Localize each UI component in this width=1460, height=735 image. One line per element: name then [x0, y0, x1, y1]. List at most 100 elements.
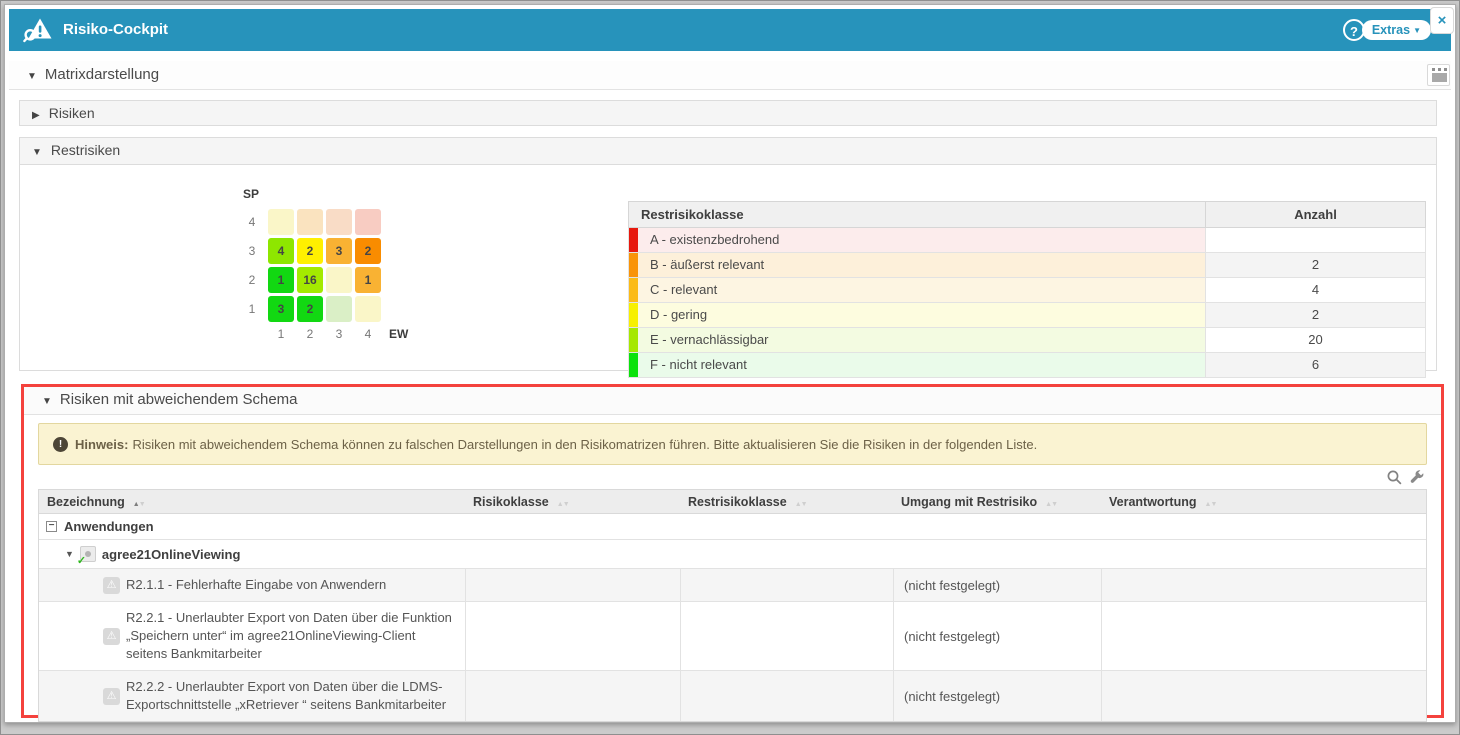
table-row[interactable]: ⚠ R2.2.2 - Unerlaubter Export von Daten ü… [39, 671, 1426, 721]
schema-table-header: Bezeichnung ▲▼ Risikoklasse ▲▼ Restrisikokla… [39, 490, 1426, 514]
page-title: Risiko-Cockpit [63, 21, 169, 38]
table-row[interactable]: ⚠ R2.2.1 - Unerlaubter Export von Daten ü… [39, 602, 1426, 671]
matrix-col-labels-row: 1 2 3 4 EW [241, 327, 409, 341]
matrix-cell: 2 [297, 238, 323, 264]
column-header-label: Risikoklasse [473, 494, 549, 509]
panel-icon [1432, 68, 1447, 71]
column-header-verantwortung[interactable]: Verantwortung ▲▼ [1101, 495, 1426, 509]
sort-desc-icon[interactable]: ▼ [800, 500, 808, 508]
matrix-cell [355, 296, 381, 322]
klassen-row[interactable]: C - relevant 4 [628, 278, 1426, 303]
sort-asc-icon[interactable]: ▲ [132, 500, 140, 508]
klassen-row[interactable]: B - äußerst relevant 2 [628, 253, 1426, 278]
verantwortung-cell [1101, 569, 1426, 601]
risk-name-cell: ⚠ R2.1.1 - Fehlerhafte Eingabe von Anwend… [39, 569, 465, 601]
restrisikoklasse-cell [680, 602, 893, 670]
matrix-col-label: 3 [335, 327, 343, 341]
section-title: Risiken [48, 105, 95, 121]
column-header-bezeichnung[interactable]: Bezeichnung ▲▼ [39, 495, 465, 509]
risiko-cockpit-window: Risiko-Cockpit ? Extras ▼ × ▼ Matrixdarste… [4, 4, 1456, 723]
sort-desc-icon[interactable]: ▼ [1210, 500, 1217, 508]
close-button[interactable]: × [1430, 7, 1454, 34]
panel-view-button[interactable] [1427, 64, 1450, 86]
section-title: Risiken mit abweichendem Schema [59, 391, 298, 408]
klassen-row[interactable]: F - nicht relevant 6 [628, 353, 1426, 378]
matrix-cell [297, 209, 323, 235]
hint-text: Risiken mit abweichendem Schema können z… [132, 436, 1038, 452]
risk-name-cell: ⚠ R2.2.1 - Unerlaubter Export von Daten ü… [39, 602, 465, 670]
sort-asc-icon[interactable]: ▲ [794, 500, 802, 508]
klassen-row[interactable]: D - gering 2 [628, 303, 1426, 328]
app-row-agree21onlineviewing[interactable]: ▼ ✓ agree21OnlineViewing [39, 540, 1426, 569]
sort-desc-icon[interactable]: ▼ [562, 500, 570, 508]
table-toolbar [24, 465, 1441, 489]
class-color-bar [629, 253, 638, 277]
matrix-cell [355, 209, 381, 235]
risk-cockpit-logo-icon [23, 18, 52, 43]
matrix-cell: 3 [268, 296, 294, 322]
expand-arrow-icon: ▶ [32, 110, 40, 121]
class-count: 2 [1205, 253, 1425, 277]
warning-icon: ⚠ [103, 576, 120, 594]
column-header-label: Verantwortung [1109, 494, 1197, 509]
matrix-cell: 1 [268, 267, 294, 293]
klassen-row[interactable]: A - existenzbedrohend [628, 228, 1426, 253]
section-risiken[interactable]: ▶ Risiken [19, 100, 1437, 126]
column-header-risikoklasse[interactable]: Risikoklasse ▲▼ [465, 495, 680, 509]
extras-button[interactable]: Extras ▼ [1361, 20, 1431, 40]
warning-icon: ⚠ [103, 687, 120, 705]
search-icon[interactable] [1386, 469, 1402, 485]
column-header-restrisikoklasse[interactable]: Restrisikoklasse ▲▼ [680, 495, 893, 509]
class-label: E - vernachlässigbar [638, 328, 1205, 352]
sort-icons[interactable]: ▲▼ [556, 495, 570, 509]
group-label: Anwendungen [64, 519, 154, 534]
column-header-restrisikoklasse: Restrisikoklasse [641, 207, 744, 222]
sort-asc-icon[interactable]: ▲ [556, 500, 564, 508]
matrix-cell: 1 [355, 267, 381, 293]
umgang-cell: (nicht festgelegt) [893, 602, 1101, 670]
class-color-bar [629, 328, 638, 352]
class-label: A - existenzbedrohend [638, 228, 1205, 252]
collapse-arrow-icon[interactable]: ▼ [65, 549, 74, 559]
table-header: Restrisikoklasse Anzahl [628, 201, 1426, 228]
umgang-cell: (nicht festgelegt) [893, 671, 1101, 721]
matrix-row-label: 4 [248, 215, 256, 229]
group-row-anwendungen[interactable]: − Anwendungen [39, 514, 1426, 540]
restrisikoklasse-cell [680, 569, 893, 601]
check-badge-icon: ✓ [76, 555, 87, 567]
collapse-minus-icon[interactable]: − [46, 521, 57, 532]
application-icon: ✓ [77, 546, 96, 567]
matrix-cell: 4 [268, 238, 294, 264]
risk-name: R2.1.1 - Fehlerhafte Eingabe von Anwende… [126, 577, 387, 592]
collapse-arrow-icon: ▼ [32, 147, 42, 158]
matrix-col-label: 1 [277, 327, 285, 341]
sort-asc-icon[interactable]: ▲ [1045, 500, 1052, 508]
sort-icons[interactable]: ▲▼ [132, 495, 146, 509]
class-color-bar [629, 303, 638, 327]
column-header-label: Bezeichnung [47, 494, 125, 509]
matrix-cell: 16 [297, 267, 323, 293]
wrench-icon[interactable] [1409, 469, 1425, 485]
chevron-down-icon: ▼ [1413, 26, 1421, 35]
section-risiken-mit-abweichendem-schema[interactable]: ▼ Risiken mit abweichendem Schema [24, 387, 1441, 415]
section-matrixdarstellung[interactable]: ▼ Matrixdarstellung [9, 61, 1451, 90]
matrix-cell: 2 [355, 238, 381, 264]
sort-desc-icon[interactable]: ▼ [138, 500, 146, 508]
section-restrisiken[interactable]: ▼ Restrisiken [20, 138, 1436, 165]
matrix-y-axis-label: SP [243, 187, 260, 201]
column-header-umgang-mit-restrisiko[interactable]: Umgang mit Restrisiko ▲▼ [893, 495, 1101, 509]
table-row[interactable]: ⚠ R2.1.1 - Fehlerhafte Eingabe von Anwend… [39, 569, 1426, 602]
sort-desc-icon[interactable]: ▼ [1051, 500, 1058, 508]
risikoklasse-cell [465, 602, 680, 670]
klassen-row[interactable]: E - vernachlässigbar 20 [628, 328, 1426, 353]
matrix-row: 2 1 16 1 [241, 267, 408, 293]
class-count: 4 [1205, 278, 1425, 302]
verantwortung-cell [1101, 671, 1426, 721]
warning-icon: ⚠ [103, 627, 120, 645]
sort-icons[interactable]: ▲▼ [1045, 495, 1058, 509]
matrix-col-label: 2 [306, 327, 314, 341]
sort-asc-icon[interactable]: ▲ [1204, 500, 1212, 508]
sort-icons[interactable]: ▲▼ [1204, 495, 1218, 509]
sort-icons[interactable]: ▲▼ [794, 495, 808, 509]
